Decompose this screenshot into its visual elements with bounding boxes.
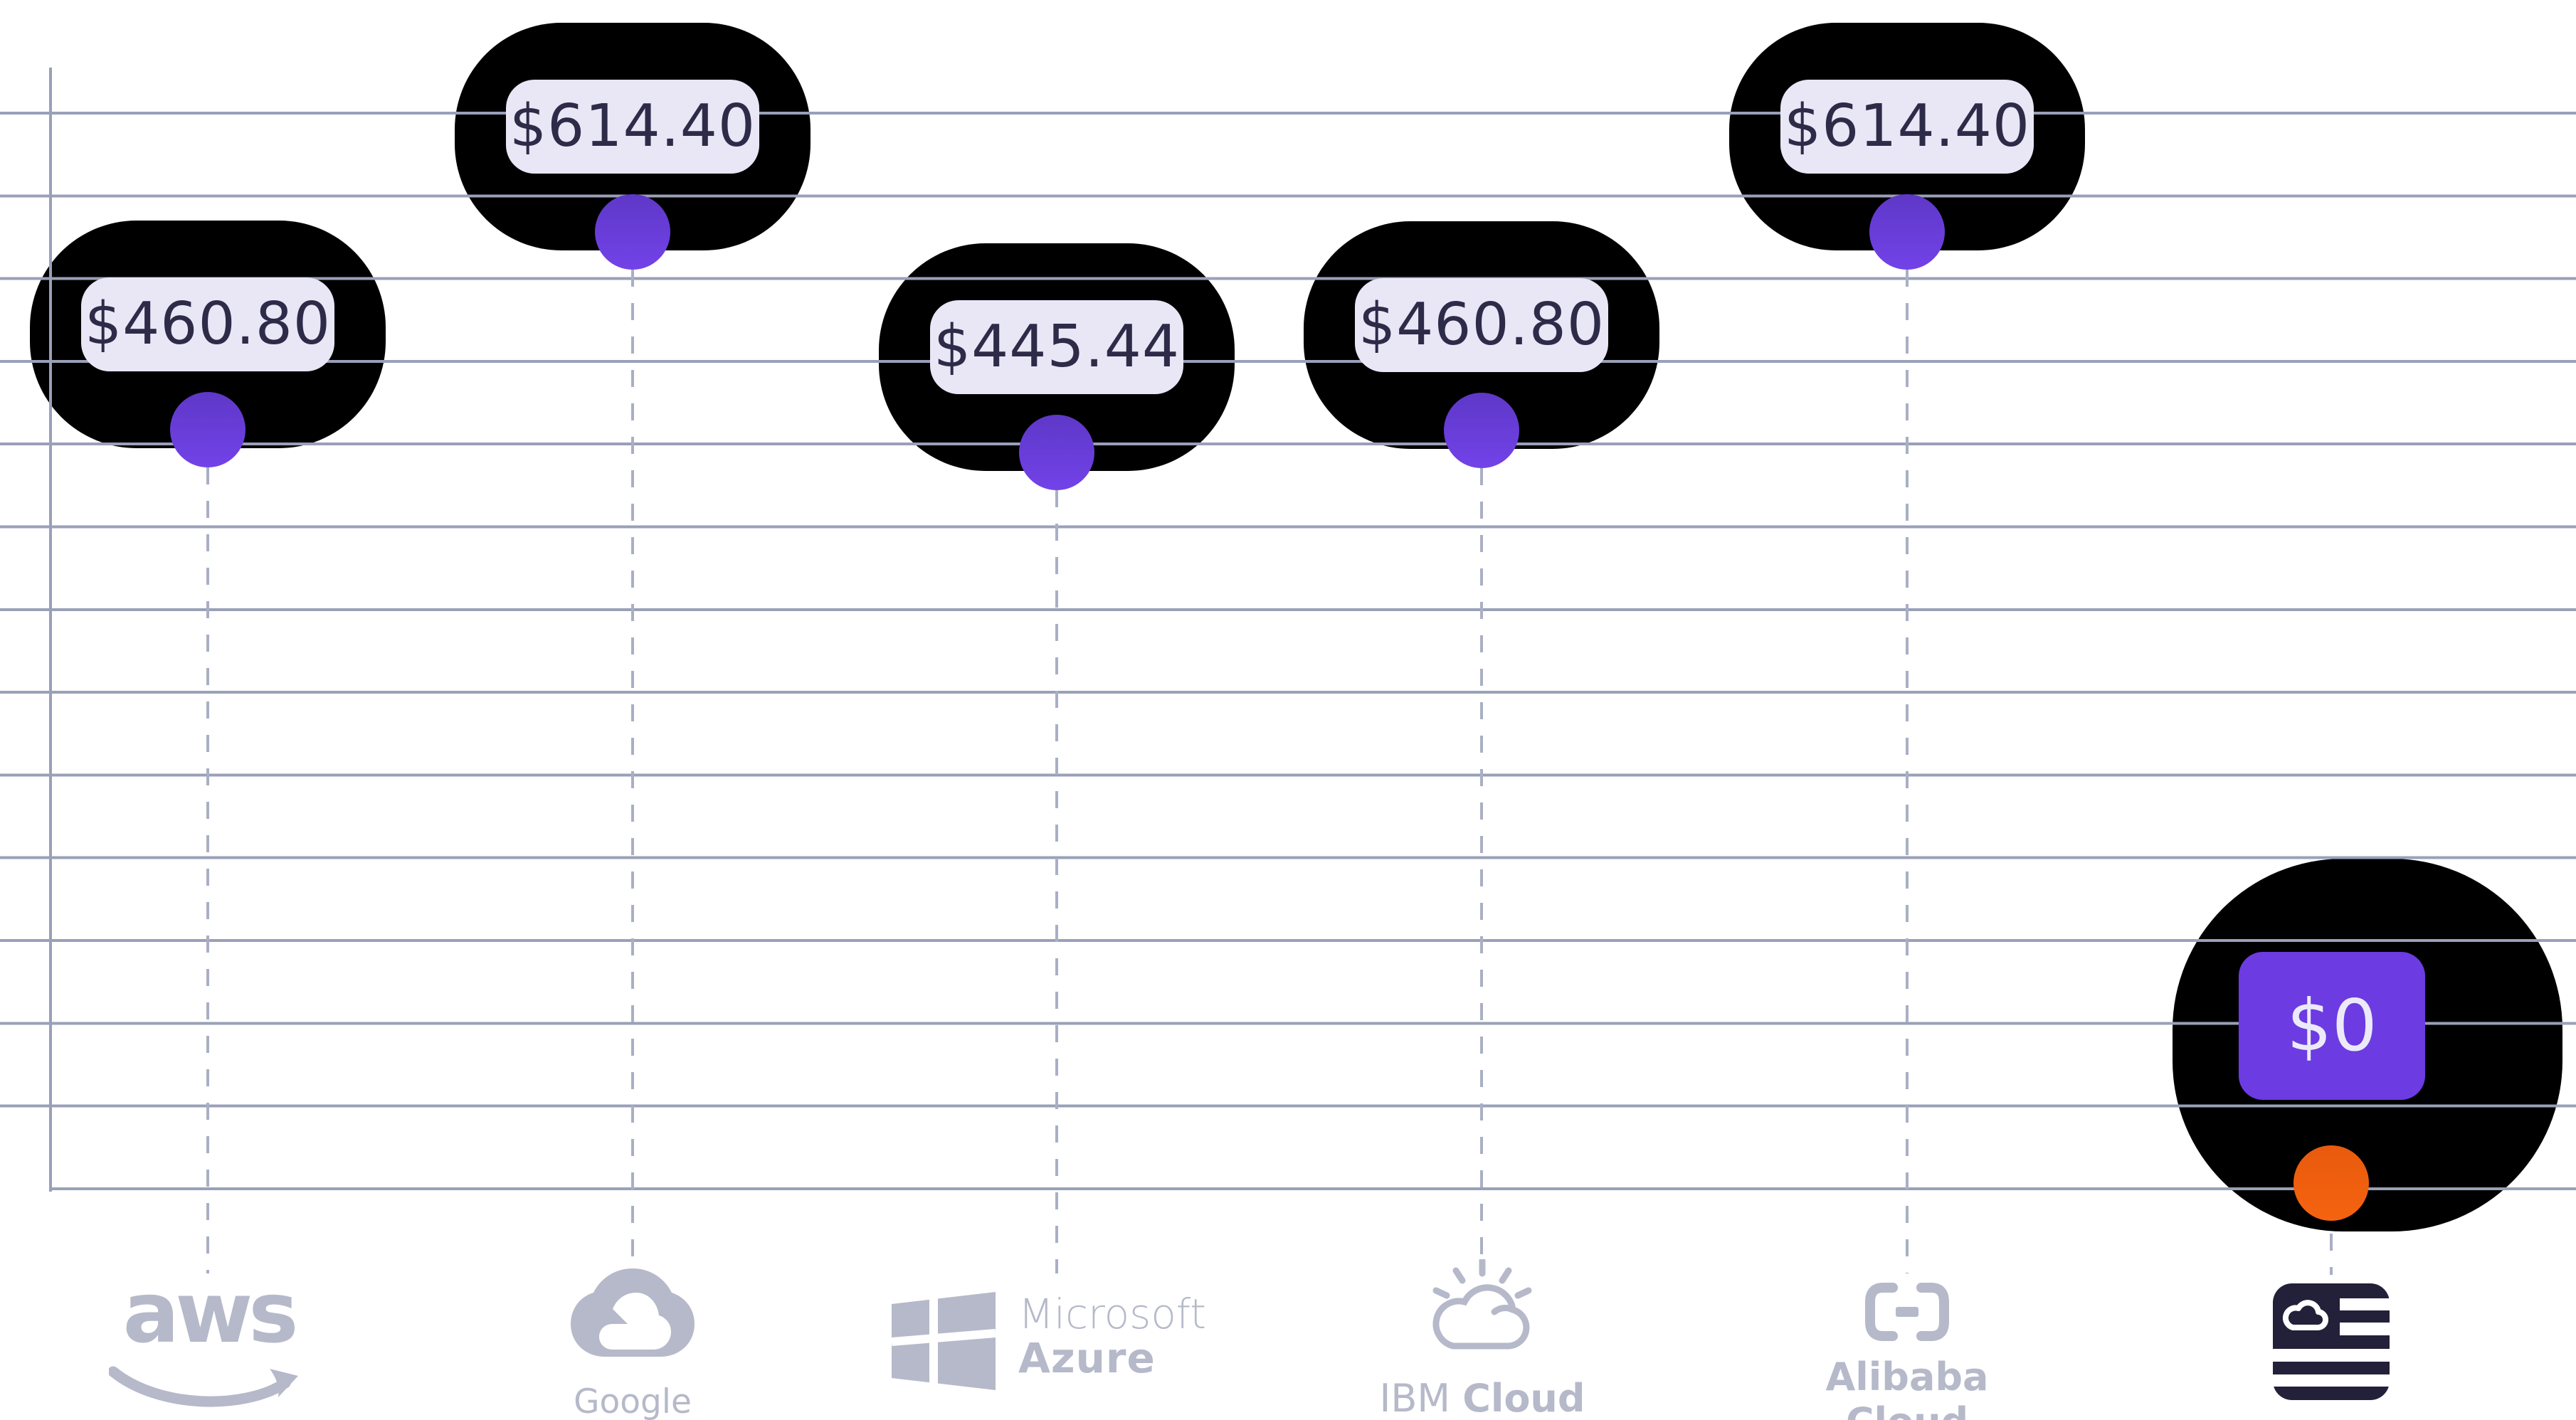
data-point-azure[interactable] bbox=[1019, 415, 1094, 490]
aws-smile-icon bbox=[109, 1365, 308, 1416]
data-point-highlighted[interactable] bbox=[2293, 1145, 2369, 1221]
cloud-flag-icon bbox=[2273, 1283, 2390, 1400]
price-label-alibaba: $614.40 bbox=[1780, 80, 2034, 174]
price-badge-highlighted: $0 bbox=[2239, 952, 2425, 1100]
price-label-azure: $445.44 bbox=[930, 300, 1183, 394]
data-point-alibaba[interactable] bbox=[1869, 194, 1945, 270]
drop-line-alibaba bbox=[1906, 270, 1909, 1273]
ibm-cloud-label: IBM Cloud bbox=[1379, 1376, 1585, 1420]
y-axis-line bbox=[49, 68, 52, 1192]
ibm-cloud-sun-icon bbox=[1379, 1259, 1585, 1366]
google-cloud-icon bbox=[526, 1264, 739, 1372]
drop-line-azure bbox=[1055, 490, 1058, 1273]
aws-wordmark: aws bbox=[122, 1263, 299, 1362]
google-cloud-label: Google Cloud bbox=[574, 1382, 692, 1420]
drop-line-ibm bbox=[1480, 468, 1483, 1273]
x-label-microsoft-azure: Microsoft Azure bbox=[892, 1292, 1226, 1390]
drop-line-aws bbox=[206, 467, 209, 1273]
x-label-google-cloud: Google Cloud bbox=[526, 1264, 739, 1420]
data-point-aws[interactable] bbox=[170, 392, 246, 467]
x-label-highlighted-provider bbox=[2273, 1283, 2390, 1400]
cloud-label-part: Cloud bbox=[1462, 1376, 1585, 1420]
x-label-aws: aws bbox=[109, 1271, 308, 1416]
drop-line-google bbox=[631, 270, 634, 1273]
data-point-google[interactable] bbox=[595, 194, 670, 270]
drop-line-highlighted bbox=[2330, 1234, 2333, 1275]
ibm-label-part: IBM bbox=[1379, 1376, 1451, 1420]
microsoft-label: Microsoft bbox=[1018, 1290, 1206, 1338]
price-label-aws: $460.80 bbox=[81, 277, 334, 371]
price-label-ibm: $460.80 bbox=[1355, 278, 1608, 372]
azure-label: Azure bbox=[1018, 1334, 1156, 1382]
axis-gap bbox=[0, 1184, 49, 1193]
price-label-google: $614.40 bbox=[506, 80, 759, 174]
alibaba-cloud-label: Alibaba Cloud bbox=[1825, 1355, 1989, 1420]
data-point-ibm[interactable] bbox=[1444, 393, 1519, 468]
x-label-ibm-cloud: IBM Cloud bbox=[1379, 1259, 1585, 1420]
alibaba-cloud-brackets-icon bbox=[1766, 1282, 2048, 1342]
x-label-alibaba-cloud: Alibaba Cloud bbox=[1766, 1282, 2048, 1420]
azure-window-icon bbox=[892, 1292, 996, 1390]
